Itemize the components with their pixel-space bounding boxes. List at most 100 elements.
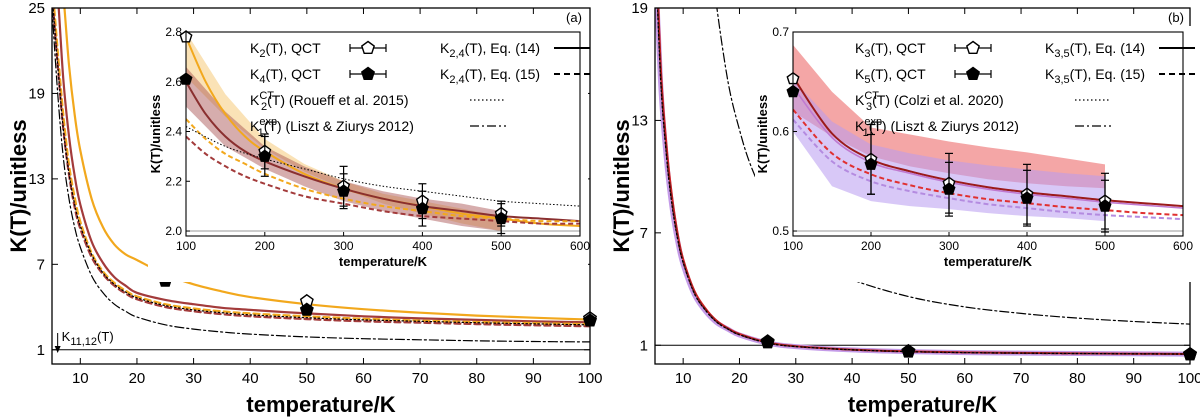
x-tick-label: 40 <box>242 370 259 387</box>
y-tick-label: 19 <box>28 85 45 102</box>
inset-y-tick-label: 0.7 <box>772 25 789 39</box>
legend-label: Kexp 1(T) (Liszt & Ziurys 2012) <box>855 116 1019 139</box>
legend-key-marker <box>965 66 981 81</box>
y-tick-label: 19 <box>631 0 648 17</box>
y-tick-label: 7 <box>640 225 648 242</box>
y-tick-label: 1 <box>37 342 45 359</box>
series-line-5 <box>52 8 590 343</box>
legend-label: K4(T), QCT <box>250 66 321 86</box>
x-tick-label: 50 <box>298 370 315 387</box>
x-tick-label: 70 <box>412 370 429 387</box>
inset-y-tick-label: 0.5 <box>772 224 789 238</box>
inset-x-tick-label: 200 <box>255 239 275 253</box>
legend-label: K2,4(T), Eq. (15) <box>440 66 540 86</box>
series-group <box>52 8 590 343</box>
legend-label: K2(T), QCT <box>250 40 321 60</box>
y-tick-label: 13 <box>631 112 648 129</box>
inset-x-axis-label: temperature/K <box>339 254 428 269</box>
inset-marker-1-4 <box>494 211 508 225</box>
inset-x-tick-label: 100 <box>176 239 196 253</box>
inset-marker-1-1 <box>864 157 878 170</box>
legend-key-marker <box>360 40 376 54</box>
inset-series-line-1 <box>793 86 1183 209</box>
inset-y-tick-label: 2.4 <box>165 125 182 139</box>
legend-key-marker <box>965 40 981 54</box>
inset-x-axis-label: temperature/K <box>944 254 1033 269</box>
x-tick-label: 60 <box>956 370 973 387</box>
inset-background <box>148 26 588 282</box>
inset-x-tick-label: 100 <box>783 239 803 253</box>
y-axis-label: K(T)/unitless <box>609 119 634 252</box>
x-tick-label: 30 <box>787 370 804 387</box>
x-axis-label: temperature/K <box>246 392 395 417</box>
series-line-2 <box>53 8 590 326</box>
inset-y-axis-label: K(T)/unitless <box>755 95 770 174</box>
inset-a: 100 200 300 400 500 600 2.0 2.2 2.4 2.6 2.8 tempera… <box>148 25 590 282</box>
inset-y-tick-label: 2.0 <box>165 224 182 238</box>
x-tick-label: 100 <box>1177 370 1200 387</box>
x-tick-label: 100 <box>577 370 602 387</box>
annotation-arrowhead <box>54 346 61 353</box>
inset-series-line-0 <box>793 76 1183 208</box>
y-axis-label: K(T)/unitless <box>6 119 31 252</box>
legend-label: K3(T), QCT <box>855 40 926 60</box>
inset-marker-1-3 <box>1020 191 1034 204</box>
annotation-label: K11,12(T) <box>62 329 114 348</box>
marker-1-1 <box>299 302 314 316</box>
panel-b: 10 20 30 40 50 60 70 80 90 100 1 7 13 19 temperature/K… <box>609 0 1200 417</box>
legend-label: KCT 3(T) (Colzi et al. 2020) <box>855 90 1004 113</box>
legend-a: K2(T), QCT K2,4(T), Eq. (14) K4(T), QCT K2,… <box>250 40 590 139</box>
y-tick-label: 13 <box>28 171 45 188</box>
x-tick-label: 90 <box>1125 370 1142 387</box>
series-line-2 <box>656 8 1190 355</box>
inset-b: 100 200 300 400 500 600 0.5 0.6 0.7 temperature/K… <box>755 25 1193 282</box>
series-group <box>655 8 1190 357</box>
legend-key-marker <box>360 66 376 81</box>
y-tick-label: 7 <box>37 256 45 273</box>
legend-label: K2,4(T), Eq. (14) <box>440 40 540 60</box>
inset-frame <box>792 31 1184 237</box>
inset-x-tick-label: 300 <box>334 239 354 253</box>
marker-1-0 <box>760 335 775 349</box>
series-line-1 <box>57 8 590 324</box>
inset-frame <box>185 31 581 237</box>
inset-x-tick-label: 600 <box>570 239 590 253</box>
inset-y-tick-label: 0.6 <box>772 125 789 139</box>
x-tick-label: 80 <box>468 370 485 387</box>
inset-series-line-4 <box>186 126 580 207</box>
series-line-4 <box>52 8 590 326</box>
inset-y-tick-label: 2.2 <box>165 174 182 188</box>
inset-marker-1-3 <box>415 201 429 215</box>
inset-marker-1-2 <box>942 182 956 195</box>
inset-band-0 <box>186 32 502 232</box>
y-tick-label: 1 <box>640 337 648 354</box>
x-tick-label: 30 <box>185 370 202 387</box>
x-tick-label: 80 <box>1069 370 1086 387</box>
legend-label: K5(T), QCT <box>855 66 926 86</box>
inset-y-tick-label: 2.6 <box>165 75 182 89</box>
inset-x-tick-label: 400 <box>412 239 432 253</box>
series-line-0 <box>63 8 590 321</box>
inset-y-tick-label: 2.8 <box>165 25 182 39</box>
panel-a: 10 20 30 40 50 60 70 80 90 100 1 7 13 19 25 temperature… <box>6 0 603 417</box>
panel-label: (b) <box>1168 10 1184 25</box>
inset-y-axis-label: K(T)/unitless <box>148 95 163 174</box>
panel-label: (a) <box>566 10 582 25</box>
x-tick-label: 20 <box>731 370 748 387</box>
inset-x-tick-label: 500 <box>491 239 511 253</box>
inset-marker-1-1 <box>258 149 272 162</box>
y-tick-label: 25 <box>28 0 45 17</box>
x-tick-label: 10 <box>675 370 692 387</box>
x-tick-label: 50 <box>900 370 917 387</box>
inset-marker-1-4 <box>1098 199 1112 212</box>
inset-x-tick-label: 200 <box>861 239 881 253</box>
x-tick-label: 60 <box>355 370 372 387</box>
inset-x-tick-label: 300 <box>939 239 959 253</box>
inset-x-tick-label: 400 <box>1017 239 1037 253</box>
plot-frame <box>51 7 591 365</box>
x-tick-label: 20 <box>129 370 146 387</box>
legend-label: K3,5(T), Eq. (15) <box>1045 66 1145 86</box>
inset-series-line-2 <box>793 108 1183 217</box>
x-tick-label: 10 <box>72 370 89 387</box>
